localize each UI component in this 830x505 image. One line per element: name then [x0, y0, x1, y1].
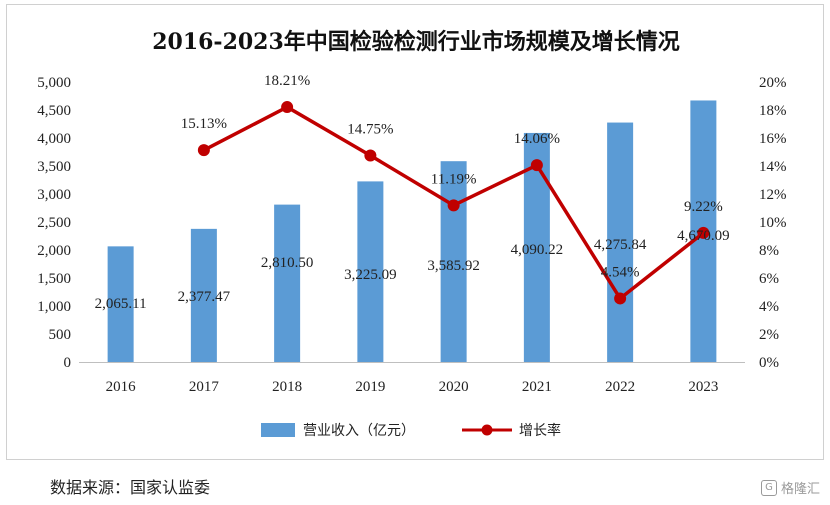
x-tick-label: 2020 — [439, 379, 469, 395]
y-right-tick-label: 4% — [759, 299, 779, 315]
y-right-tick-label: 14% — [759, 159, 787, 175]
axes: 2016 2017 2018 2019 2020 2021 2022 2023 0 500 1,00… — [37, 75, 786, 395]
y-left-tick-label: 5,000 — [37, 75, 71, 91]
y-right-tick-label: 10% — [759, 215, 787, 231]
y-left-tick-label: 2,500 — [37, 215, 71, 231]
x-tick-label: 2022 — [605, 379, 635, 395]
x-tick-label: 2016 — [106, 379, 137, 395]
y-left-tick-label: 0 — [64, 355, 72, 371]
x-tick-label: 2021 — [522, 379, 552, 395]
bar-value-label: 2,065.11 — [95, 296, 147, 312]
bar — [190, 228, 217, 362]
y-left-tick-label: 2,000 — [37, 243, 71, 259]
logo-icon: G — [760, 479, 777, 496]
bar — [107, 246, 134, 362]
bar-value-label: 2,810.50 — [261, 255, 314, 271]
watermark-text: 格隆汇 — [780, 482, 820, 497]
growth-value-label: 14.06% — [514, 131, 560, 147]
y-right-tick-label: 18% — [759, 103, 787, 119]
growth-marker — [697, 226, 710, 239]
growth-value-label: 9.22% — [684, 199, 723, 215]
bar-value-label: 4,670.09 — [677, 228, 730, 244]
y-right-tick-label: 16% — [759, 131, 787, 147]
bar-value-label: 2,377.47 — [178, 289, 231, 305]
chart-frame: 2016-2023年中国检验检测行业市场规模及增长情况 2016 2017 2018… — [6, 4, 824, 460]
growth-marker — [614, 292, 627, 305]
bar-value-label: 3,585.92 — [427, 258, 480, 274]
y-left-tick-label: 3,000 — [37, 187, 71, 203]
y-right-tick-label: 8% — [759, 243, 779, 259]
x-tick-label: 2018 — [272, 379, 302, 395]
data-labels: 2,065.11 2,377.47 2,810.50 3,225.09 3,585.92… — [95, 73, 730, 312]
y-left-tick-label: 1,500 — [37, 271, 71, 287]
chart-title: 2016-2023年中国检验检测行业市场规模及增长情况 — [152, 29, 680, 55]
legend: 营业收入（亿元） 增长率 — [261, 422, 561, 439]
bar-series — [107, 100, 717, 362]
x-tick-label: 2017 — [189, 379, 220, 395]
y-right-tick-label: 0% — [759, 355, 779, 371]
y-left-tick-label: 3,500 — [37, 159, 71, 175]
bar — [607, 122, 634, 362]
y-right-tick-label: 12% — [759, 187, 787, 203]
growth-line-series — [197, 101, 710, 305]
legend-line-marker — [481, 424, 493, 436]
growth-value-label: 11.19% — [431, 171, 477, 187]
growth-value-label: 15.13% — [181, 116, 227, 132]
bar-value-label: 3,225.09 — [344, 267, 397, 283]
growth-marker — [197, 144, 210, 157]
bar-value-label: 4,090.22 — [511, 242, 564, 258]
bar — [440, 161, 467, 362]
y-right-tick-label: 20% — [759, 75, 787, 91]
x-tick-label: 2019 — [355, 379, 385, 395]
growth-marker — [447, 199, 460, 212]
y-left-tick-label: 1,000 — [37, 299, 71, 315]
growth-value-label: 18.21% — [264, 73, 310, 89]
y-left-tick-label: 4,000 — [37, 131, 71, 147]
y-left-tick-label: 500 — [49, 327, 72, 343]
growth-marker — [530, 159, 543, 172]
growth-marker — [364, 149, 377, 162]
y-right-tick-label: 6% — [759, 271, 779, 287]
bar — [274, 204, 301, 362]
legend-bar-swatch — [261, 423, 295, 437]
x-tick-label: 2023 — [688, 379, 718, 395]
bar — [357, 181, 384, 362]
y-right-tick-label: 2% — [759, 327, 779, 343]
chart-canvas: 2016-2023年中国检验检测行业市场规模及增长情况 2016 2017 2018… — [37, 29, 786, 439]
y-left-tick-label: 4,500 — [37, 103, 71, 119]
growth-value-label: 14.75% — [347, 122, 393, 138]
legend-line-label: 增长率 — [519, 422, 561, 439]
legend-bar-label: 营业收入（亿元） — [303, 423, 415, 439]
source-note: 数据来源：国家认监委 — [50, 478, 211, 497]
watermark: G 格隆汇 — [760, 478, 820, 497]
growth-marker — [281, 101, 294, 114]
bar-value-label: 4,275.84 — [594, 237, 647, 253]
growth-value-label: 4.54% — [601, 264, 640, 280]
